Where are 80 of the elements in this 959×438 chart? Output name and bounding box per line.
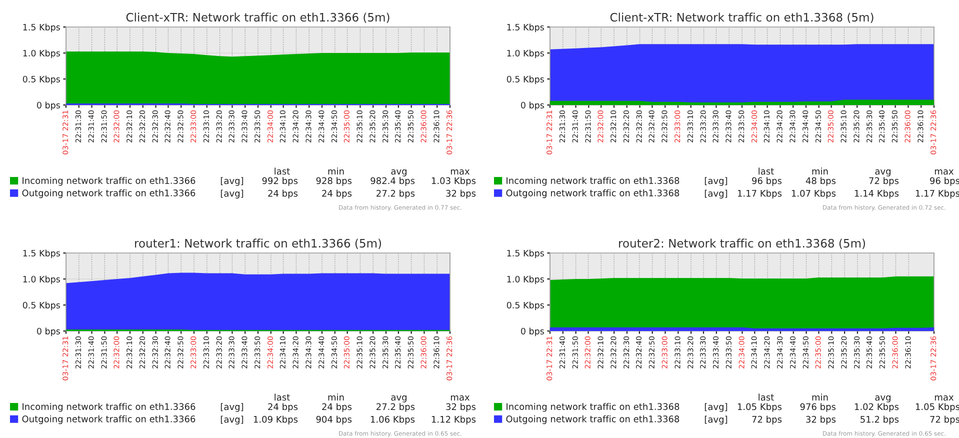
text: 24 bps — [322, 403, 352, 412]
text: 24 bps — [322, 190, 352, 198]
text: 1.05 Kbps — [738, 403, 782, 412]
text: [avg] — [220, 190, 244, 198]
y-tick-label: 1.5 Kbps — [23, 250, 60, 258]
legend-label: Incoming network traffic on eth1.3366 — [22, 403, 196, 412]
text: [avg] — [704, 177, 728, 186]
text: 96 bps — [752, 177, 782, 186]
chart-title: router1: Network traffic on eth1.3366 (5m) — [135, 238, 382, 249]
text: 32 bps — [806, 416, 836, 424]
legend-label: Outgoing network traffic on eth1.3366 — [22, 415, 196, 424]
text: 72 bps — [752, 416, 782, 424]
legend-label: Incoming network traffic on eth1.3366 — [22, 177, 196, 186]
text: 24 bps — [268, 403, 298, 412]
text: 1.12 Kbps — [432, 416, 476, 424]
chart-title: Client-xTR: Network traffic on eth1.3368 (5m) — [610, 12, 874, 23]
text: min — [328, 394, 344, 400]
y-tick-label: 1.0 Kbps — [23, 50, 60, 58]
text: last — [758, 394, 774, 401]
text: min — [812, 168, 828, 174]
text: 976 bps — [800, 403, 836, 412]
text: 992 bps — [262, 177, 298, 186]
text: [avg] — [220, 403, 244, 412]
legend-label: Outgoing network traffic on eth1.3368 — [506, 189, 680, 198]
legend-label: Incoming network traffic on eth1.3368 — [506, 403, 680, 412]
text: 1.07 Kbps — [792, 190, 836, 198]
text: 27.2 bps — [376, 190, 415, 198]
text: 1.17 Kbps — [738, 190, 782, 198]
text: [avg] — [704, 403, 728, 412]
y-tick-label: 0 bps — [37, 328, 60, 336]
text: 27.2 bps — [376, 403, 415, 412]
y-tick-label: 0.5 Kbps — [22, 302, 60, 310]
y-tick-label: 0 bps — [521, 328, 544, 336]
y-tick-label: 1.5 Kbps — [507, 24, 544, 32]
text: 24 bps — [268, 190, 298, 198]
y-tick-label: 1.0 Kbps — [23, 276, 60, 284]
legend-label: Incoming network traffic on eth1.3368 — [506, 177, 680, 186]
text: 1.02 Kbps — [854, 403, 899, 412]
y-tick-label: 1.5 Kbps — [23, 24, 60, 32]
text: 48 bps — [806, 177, 836, 186]
text: last — [758, 168, 774, 175]
text: max — [450, 395, 470, 401]
y-tick-label: 0.5 Kbps — [506, 76, 544, 84]
text: 1.03 Kbps — [432, 177, 476, 186]
y-tick-label: 1.5 Kbps — [507, 250, 544, 258]
chart-title: router2: Network traffic on eth1.3368 (5m) — [619, 238, 866, 249]
text: avg — [875, 395, 890, 402]
text: [avg] — [220, 177, 244, 186]
text: 904 bps — [316, 416, 352, 424]
text: max — [934, 395, 954, 401]
text: 928 bps — [316, 177, 352, 186]
text: min — [812, 394, 828, 400]
text: 32 bps — [446, 190, 476, 198]
text: 51.2 bps — [860, 416, 899, 424]
text: avg — [391, 395, 406, 402]
text: 32 bps — [446, 403, 476, 412]
legend-label: Outgoing network traffic on eth1.3366 — [22, 189, 196, 198]
text: max — [450, 169, 470, 175]
text: 982.4 bps — [370, 177, 415, 186]
y-tick-label: 0.5 Kbps — [506, 302, 544, 310]
text: avg — [875, 169, 890, 176]
text: [avg] — [704, 416, 728, 424]
y-tick-label: 1.0 Kbps — [507, 276, 544, 284]
text: 72 bps — [869, 177, 899, 186]
text: [avg] — [704, 190, 728, 198]
y-tick-label: 0 bps — [37, 102, 60, 110]
legend-label: Outgoing network traffic on eth1.3368 — [506, 415, 680, 424]
text: 1.06 Kbps — [370, 416, 415, 424]
y-tick-label: 0.5 Kbps — [22, 76, 60, 84]
text: min — [328, 168, 344, 174]
text: [avg] — [220, 416, 244, 424]
text: last — [274, 394, 290, 401]
text: 1.14 Kbps — [854, 190, 899, 198]
text: last — [274, 168, 290, 175]
chart-title: Client-xTR: Network traffic on eth1.3366 (5m) — [126, 12, 390, 23]
y-tick-label: 0 bps — [521, 102, 544, 110]
y-tick-label: 1.0 Kbps — [507, 50, 544, 58]
text: max — [934, 169, 954, 175]
text: 1.09 Kbps — [254, 416, 298, 424]
text: avg — [391, 169, 406, 176]
